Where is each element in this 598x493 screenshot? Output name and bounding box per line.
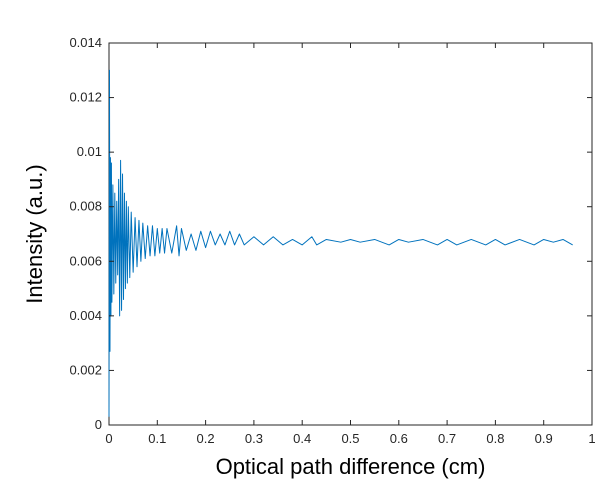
x-tick-label: 0.8 <box>486 431 504 446</box>
y-tick-label: 0.01 <box>77 144 102 159</box>
plot-area <box>108 42 593 426</box>
y-tick-label: 0.008 <box>69 199 102 214</box>
y-tick-label: 0.012 <box>69 90 102 105</box>
y-tick-label: 0.014 <box>69 35 102 50</box>
x-tick-label: 0.9 <box>535 431 553 446</box>
y-tick-label: 0.004 <box>69 308 102 323</box>
x-tick-label: 0.7 <box>438 431 456 446</box>
y-tick-label: 0 <box>95 417 102 432</box>
y-tick-label: 0.002 <box>69 362 102 377</box>
x-axis-ticks: 0 0.1 0.2 0.3 0.4 0.5 0.6 0.7 0.8 0.9 1 <box>105 43 596 446</box>
y-axis-ticks: 0 0.002 0.004 0.006 0.008 0.01 0.012 0.014 <box>69 35 592 432</box>
y-axis-label: Intensity (a.u.) <box>22 164 47 303</box>
x-tick-label: 0.3 <box>245 431 263 446</box>
y-tick-label: 0.006 <box>69 253 102 268</box>
x-tick-label: 0 <box>105 431 112 446</box>
x-tick-label: 1 <box>588 431 595 446</box>
x-tick-label: 0.2 <box>197 431 215 446</box>
x-tick-label: 0.1 <box>148 431 166 446</box>
intensity-series-line <box>108 69 573 417</box>
x-tick-label: 0.6 <box>390 431 408 446</box>
x-tick-label: 0.5 <box>341 431 359 446</box>
x-axis-label: Optical path difference (cm) <box>216 454 486 479</box>
x-tick-label: 0.4 <box>293 431 311 446</box>
